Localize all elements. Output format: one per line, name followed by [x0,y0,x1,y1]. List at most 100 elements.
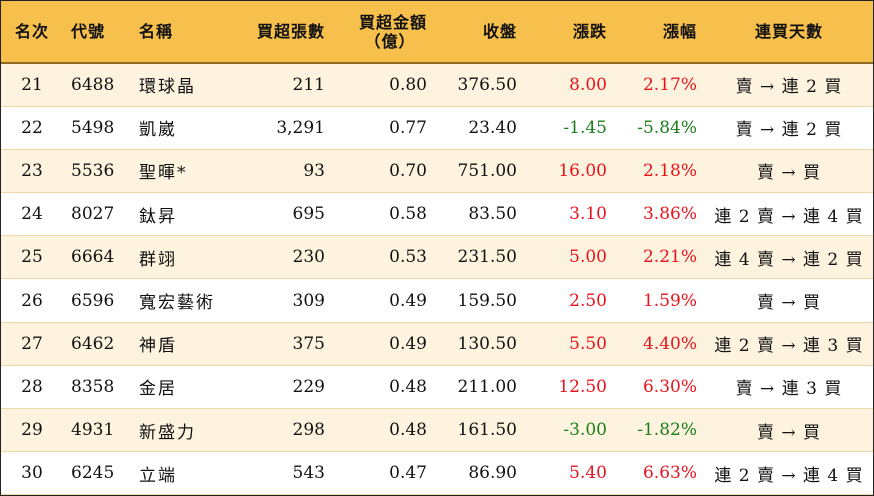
cell-change: 12.50 [558,376,607,397]
cell-close: 83.50 [468,204,517,225]
cell-net-amount: 0.80 [389,74,427,95]
cell-code[interactable]: 6664 [71,247,115,268]
cell-name[interactable]: 聖暉* [139,163,188,184]
cell-name[interactable]: 鈦昇 [139,206,177,227]
cell-change: 2.50 [569,290,607,311]
cell-code[interactable]: 4931 [71,420,115,441]
cell-code[interactable]: 8358 [71,376,115,397]
cell-streak: 連 2 賣 → 連 3 買 [714,336,864,357]
cell-net-lots: 375 [292,333,325,354]
cell-code[interactable]: 5498 [71,117,115,138]
cell-code[interactable]: 8027 [71,204,115,225]
cell-name[interactable]: 環球晶 [139,77,196,98]
cell-close: 376.50 [457,74,517,95]
cell-name[interactable]: 立端 [139,465,177,486]
cell-change: -1.45 [563,117,607,138]
cell-change: 3.10 [569,204,607,225]
header-change[interactable]: 漲跌 [525,1,615,64]
cell-rank: 27 [21,333,43,354]
cell-change: 5.00 [569,247,607,268]
cell-change: 16.00 [558,160,607,181]
header-net-amount-line1: 買超金額 [358,12,427,32]
cell-streak: 賣 → 連 3 買 [735,379,843,400]
header-rank[interactable]: 名次 [1,1,63,64]
cell-net-amount: 0.53 [389,247,427,268]
cell-net-lots: 93 [303,160,325,181]
table-row[interactable]: 28 8358 金居 229 0.48 211.00 12.50 6.30% 賣 → 連 3 買 [1,365,873,409]
header-close[interactable]: 收盤 [435,1,525,64]
cell-pct: 6.30% [642,376,697,397]
cell-code[interactable]: 6245 [71,463,115,484]
cell-net-amount: 0.47 [389,463,427,484]
cell-net-lots: 230 [292,247,325,268]
cell-net-lots: 229 [292,376,325,397]
cell-net-amount: 0.77 [389,117,427,138]
cell-rank: 29 [21,420,43,441]
cell-net-amount: 0.49 [389,290,427,311]
cell-close: 211.00 [457,376,517,397]
cell-net-amount: 0.48 [389,420,427,441]
table-row[interactable]: 29 4931 新盛力 298 0.48 161.50 -3.00 -1.82% 賣 → 買 [1,408,873,452]
cell-pct: 4.40% [642,333,697,354]
header-net-amount[interactable]: 買超金額 （億） [333,1,435,64]
cell-pct: 6.63% [642,463,697,484]
cell-net-lots: 3,291 [276,117,325,138]
table-row[interactable]: 22 5498 凱崴 3,291 0.77 23.40 -1.45 -5.84% 賣 → 連 2… [1,106,873,150]
cell-rank: 24 [21,204,43,225]
header-code[interactable]: 代號 [63,1,131,64]
header-streak[interactable]: 連買天數 [705,1,873,64]
cell-close: 159.50 [457,290,517,311]
cell-streak: 賣 → 連 2 買 [735,77,843,98]
cell-net-lots: 695 [292,204,325,225]
cell-code[interactable]: 6488 [71,74,115,95]
cell-rank: 22 [21,117,43,138]
cell-rank: 30 [21,463,43,484]
table-row[interactable]: 27 6462 神盾 375 0.49 130.50 5.50 4.40% 連 2 賣 → 連 … [1,322,873,366]
cell-net-amount: 0.58 [389,204,427,225]
cell-streak: 連 2 賣 → 連 4 買 [714,465,864,486]
cell-streak: 賣 → 買 [756,422,822,443]
header-net-lots[interactable]: 買超張數 [233,1,333,64]
table-row[interactable]: 30 6245 立端 543 0.47 86.90 5.40 6.63% 連 2 賣 → 連 4… [1,451,873,495]
table-row[interactable]: 24 8027 鈦昇 695 0.58 83.50 3.10 3.86% 連 2 賣 → 連 4… [1,192,873,236]
cell-name[interactable]: 新盛力 [139,422,196,443]
cell-pct: 2.21% [642,247,697,268]
table-row[interactable]: 21 6488 環球晶 211 0.80 376.50 8.00 2.17% 賣 → 連 2 買 [1,63,873,107]
table-row[interactable]: 26 6596 寬宏藝術 309 0.49 159.50 2.50 1.59% 賣 → 買 [1,278,873,323]
cell-close: 23.40 [468,117,517,138]
cell-name[interactable]: 金居 [139,379,177,400]
cell-rank: 26 [21,290,43,311]
cell-streak: 賣 → 買 [756,293,822,314]
cell-net-lots: 298 [292,420,325,441]
cell-code[interactable]: 5536 [71,160,115,181]
cell-streak: 連 2 賣 → 連 4 買 [714,206,864,227]
cell-name[interactable]: 凱崴 [139,120,177,141]
cell-pct: 2.17% [642,74,697,95]
cell-rank: 25 [21,247,43,268]
cell-rank: 23 [21,160,43,181]
cell-net-amount: 0.70 [389,160,427,181]
cell-pct: 3.86% [642,204,697,225]
cell-close: 751.00 [457,160,517,181]
table-row[interactable]: 25 6664 群翊 230 0.53 231.50 5.00 2.21% 連 4 賣 → 連 … [1,235,873,279]
cell-name[interactable]: 群翊 [139,249,177,270]
cell-code[interactable]: 6596 [71,290,115,311]
cell-change: 5.50 [569,333,607,354]
cell-name[interactable]: 寬宏藝術 [139,293,215,314]
cell-name[interactable]: 神盾 [139,336,177,357]
cell-net-amount: 0.49 [389,333,427,354]
cell-close: 161.50 [457,420,517,441]
header-pct[interactable]: 漲幅 [615,1,705,64]
header-net-amount-line2: （億） [364,31,416,51]
cell-close: 231.50 [457,247,517,268]
table-row[interactable]: 23 5536 聖暉* 93 0.70 751.00 16.00 2.18% 賣 → 買 [1,149,873,193]
cell-pct: -1.82% [637,420,697,441]
cell-close: 86.90 [468,463,517,484]
cell-change: 5.40 [569,463,607,484]
header-name[interactable]: 名稱 [131,1,233,64]
cell-code[interactable]: 6462 [71,333,115,354]
cell-pct: -5.84% [637,117,697,138]
cell-net-lots: 309 [292,290,325,311]
cell-net-amount: 0.48 [389,376,427,397]
